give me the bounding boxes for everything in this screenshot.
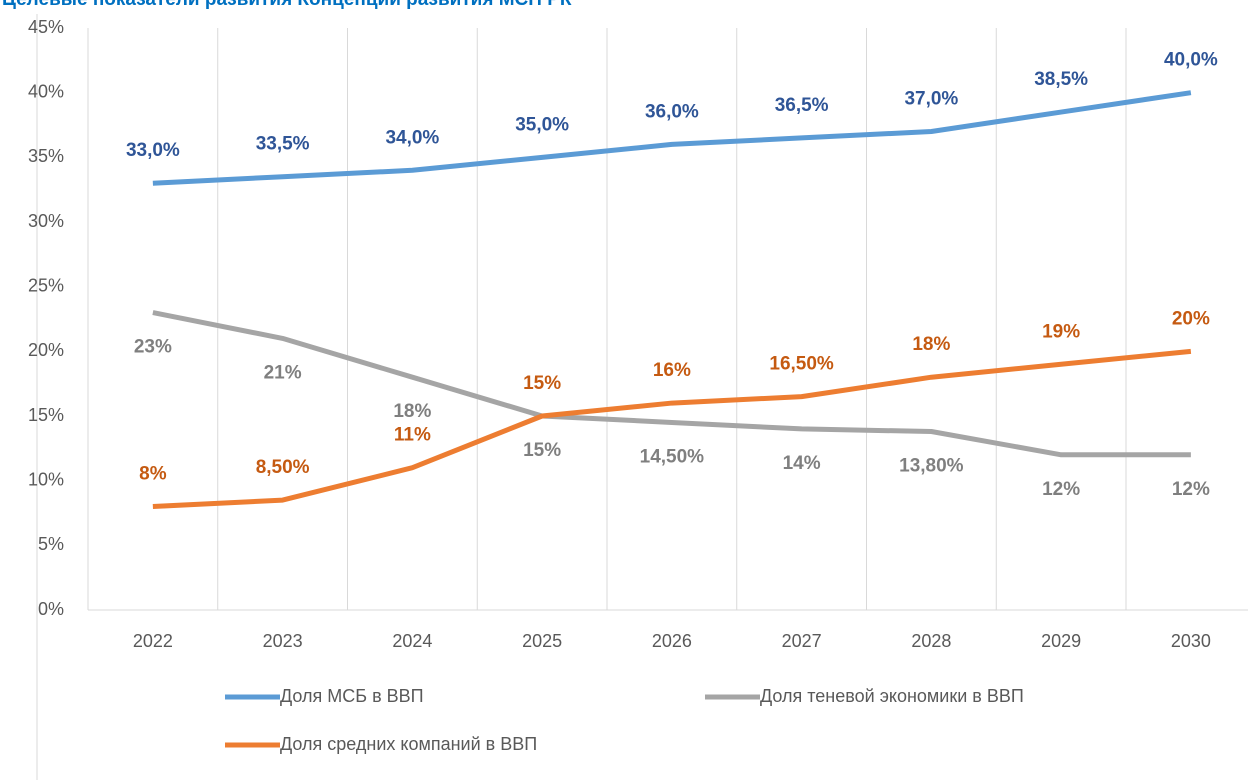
y-tick-label: 20% <box>28 340 64 360</box>
y-tick-label: 40% <box>28 81 64 101</box>
legend-label: Доля МСБ в ВВП <box>280 686 424 706</box>
data-label: 13,80% <box>899 456 964 477</box>
y-tick-label: 45% <box>28 17 64 37</box>
data-label: 14% <box>783 453 821 474</box>
data-label: 23% <box>134 337 172 358</box>
y-tick-label: 0% <box>38 599 64 619</box>
y-tick-label: 25% <box>28 275 64 295</box>
data-label: 40,0% <box>1164 50 1218 71</box>
data-label: 18% <box>393 401 431 422</box>
data-label: 19% <box>1042 321 1080 342</box>
x-tick-label: 2024 <box>392 631 432 651</box>
x-tick-label: 2026 <box>652 631 692 651</box>
y-tick-label: 10% <box>28 469 64 489</box>
data-label: 36,0% <box>645 101 699 122</box>
series-line <box>152 348 1192 510</box>
x-tick-label: 2030 <box>1171 631 1211 651</box>
data-label: 33,0% <box>126 140 180 161</box>
data-label: 16% <box>653 360 691 381</box>
x-tick-label: 2029 <box>1041 631 1081 651</box>
legend-label: Доля теневой экономики в ВВП <box>760 686 1024 706</box>
data-label: 37,0% <box>904 88 958 109</box>
y-tick-label: 5% <box>38 534 64 554</box>
data-label: 35,0% <box>515 114 569 135</box>
data-label: 34,0% <box>385 127 439 148</box>
series-line <box>152 310 1191 458</box>
y-tick-label: 15% <box>28 405 64 425</box>
data-label: 8% <box>139 464 167 485</box>
data-label: 15% <box>523 373 561 394</box>
data-label: 12% <box>1042 479 1080 500</box>
data-label: 15% <box>523 440 561 461</box>
x-tick-label: 2022 <box>133 631 173 651</box>
data-label: 20% <box>1172 308 1210 329</box>
data-label: 18% <box>912 334 950 355</box>
x-tick-label: 2027 <box>782 631 822 651</box>
data-label: 16,50% <box>769 354 834 375</box>
data-label: 38,5% <box>1034 69 1088 90</box>
data-label: 21% <box>264 362 302 383</box>
x-tick-label: 2025 <box>522 631 562 651</box>
y-tick-label: 30% <box>28 211 64 231</box>
data-label: 11% <box>394 425 431 446</box>
data-label: 12% <box>1172 479 1210 500</box>
series-line <box>152 90 1192 186</box>
data-label: 36,5% <box>775 95 829 116</box>
chart-title: Целевые показатели развития Концепции ра… <box>2 0 572 10</box>
data-label: 8,50% <box>256 457 310 478</box>
x-tick-label: 2023 <box>263 631 303 651</box>
y-tick-label: 35% <box>28 146 64 166</box>
legend-label: Доля средних компаний в ВВП <box>280 734 537 754</box>
data-label: 33,5% <box>256 134 310 155</box>
x-tick-label: 2028 <box>911 631 951 651</box>
data-label: 14,50% <box>640 446 705 467</box>
